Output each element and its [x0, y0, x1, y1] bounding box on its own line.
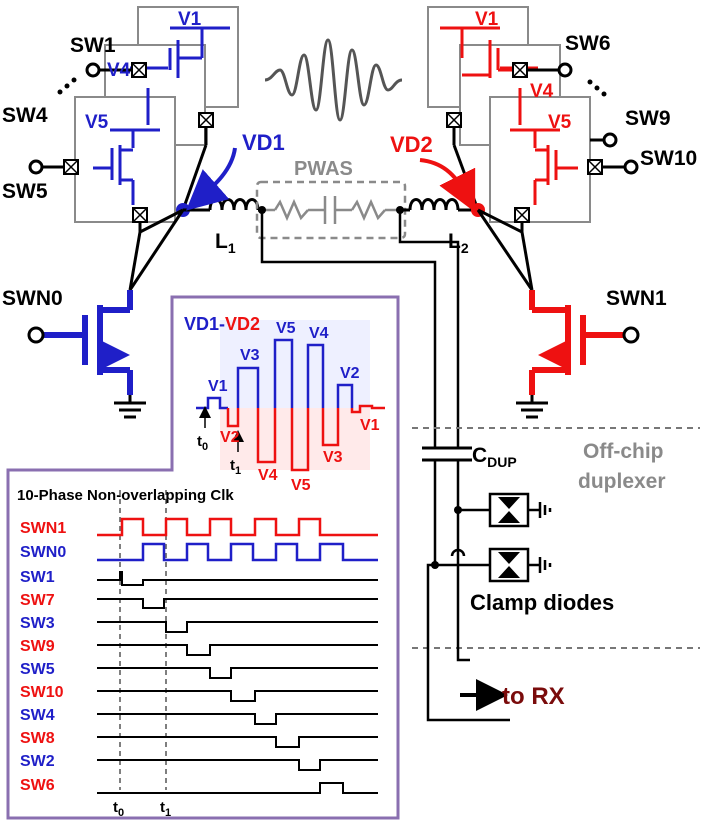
wave-dn-v2: V2	[220, 429, 240, 446]
label-to-rx: to RX	[502, 683, 565, 710]
wave-dn-v1: V1	[360, 417, 380, 434]
inductor-l2	[408, 198, 460, 211]
pwas-box	[255, 180, 407, 240]
label-right-v5: V5	[548, 112, 572, 133]
wave-up-v1: V1	[208, 378, 228, 395]
label-sw9: SW9	[625, 107, 671, 130]
wave-dn-v3: V3	[323, 449, 343, 466]
wave-t1: t1	[230, 457, 241, 477]
label-swn1: SWN1	[606, 287, 667, 310]
timing-signal-sw6: SW6	[20, 777, 55, 794]
label-cdup: CDUP	[472, 444, 517, 470]
label-sw5: SW5	[2, 180, 48, 203]
label-right-v4: V4	[530, 81, 554, 102]
label-sw6: SW6	[565, 32, 611, 55]
ultrasound-wave-icon	[264, 38, 403, 122]
timing-signal-sw8: SW8	[20, 730, 55, 747]
wave-dn-v5: V5	[291, 477, 311, 494]
vd-waveform	[196, 320, 385, 472]
right-switch-bank	[427, 6, 639, 232]
timing-t1: t1	[160, 799, 171, 819]
label-offchip-1: Off-chip	[583, 440, 663, 463]
timing-signal-sw2: SW2	[20, 753, 55, 770]
timing-signal-sw10: SW10	[20, 684, 64, 701]
label-l2: L2	[448, 230, 469, 256]
label-pwas: PWAS	[294, 158, 353, 180]
left-switch-bank	[28, 6, 239, 232]
wave-dn-v4: V4	[258, 467, 278, 484]
label-left-v4: V4	[107, 60, 131, 81]
label-left-v1: V1	[178, 9, 202, 30]
timing-signal-sw4: SW4	[20, 707, 55, 724]
swn1-transistor	[516, 290, 640, 419]
label-sw10: SW10	[640, 147, 697, 170]
timing-signal-sw5: SW5	[20, 661, 55, 678]
label-swn0: SWN0	[2, 287, 63, 310]
label-sw1: SW1	[70, 34, 116, 57]
timing-signal-swn1: SWN1	[20, 520, 66, 537]
wave-up-v4: V4	[309, 325, 329, 342]
label-clamp: Clamp diodes	[470, 590, 614, 615]
labels: SW1 SW4 SW5 SW6 SW9 SW10 SWN0 SWN1 V1 V4…	[2, 9, 697, 819]
label-l1: L1	[215, 230, 236, 256]
offchip-duplexer	[412, 427, 700, 722]
wave-up-v5: V5	[276, 320, 296, 337]
timing-traces	[97, 490, 378, 794]
wave-up-v3: V3	[240, 347, 260, 364]
timing-title: 10-Phase Non-overlapping Clk	[17, 487, 234, 504]
swn0-transistor	[27, 290, 146, 419]
wave-t0: t0	[197, 433, 208, 453]
center-network	[128, 38, 534, 448]
label-offchip-2: duplexer	[578, 470, 666, 493]
timing-signal-sw7: SW7	[20, 592, 55, 609]
wave-up-v2: V2	[340, 365, 360, 382]
timing-t0: t0	[113, 799, 124, 819]
label-vd2: VD2	[390, 132, 433, 157]
timing-signal-sw3: SW3	[20, 615, 55, 632]
timing-signal-swn0: SWN0	[20, 544, 66, 561]
label-left-v5: V5	[85, 112, 109, 133]
label-vd1: VD1	[242, 130, 285, 155]
label-right-v1: V1	[475, 9, 499, 30]
label-sw4: SW4	[2, 104, 48, 127]
inductor-l1	[208, 198, 260, 211]
waveform-title: VD1-VD2	[184, 314, 260, 334]
timing-signal-sw9: SW9	[20, 638, 55, 655]
timing-signal-sw1: SW1	[20, 569, 55, 586]
